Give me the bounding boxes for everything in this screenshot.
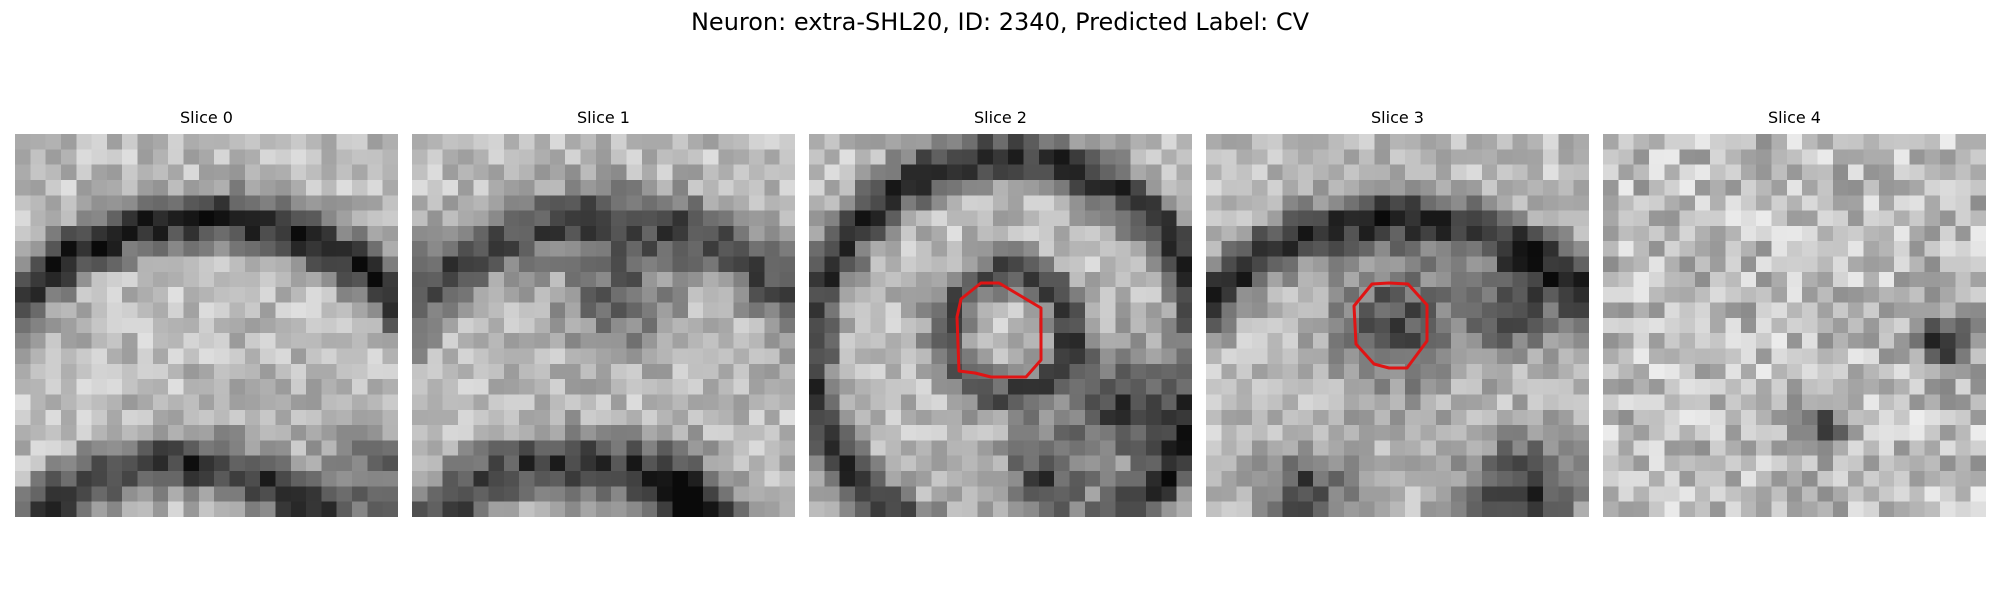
- slice-canvas-3: [1206, 134, 1589, 517]
- slice-image-2: [809, 134, 1192, 517]
- slice-panel-4: Slice 4: [1603, 108, 1986, 517]
- slice-title-1: Slice 1: [577, 108, 630, 127]
- slice-image-3: [1206, 134, 1589, 517]
- segmentation-contour: [1352, 281, 1429, 370]
- slice-image-0: [15, 134, 398, 517]
- figure-title: Neuron: extra-SHL20, ID: 2340, Predicted…: [690, 8, 1310, 36]
- slice-title-3: Slice 3: [1371, 108, 1424, 127]
- slice-image-4: [1603, 134, 1986, 517]
- slice-panel-2: Slice 2: [809, 108, 1192, 517]
- slice-panel-1: Slice 1: [412, 108, 795, 517]
- slice-image-1: [412, 134, 795, 517]
- slice-title-2: Slice 2: [974, 108, 1027, 127]
- slice-canvas-1: [412, 134, 795, 517]
- segmentation-contour: [955, 281, 1043, 379]
- slice-canvas-0: [15, 134, 398, 517]
- contour-overlay-3: [1352, 281, 1429, 370]
- contour-overlay-2: [955, 281, 1043, 379]
- slice-panel-0: Slice 0: [15, 108, 398, 517]
- slice-canvas-4: [1603, 134, 1986, 517]
- slice-title-4: Slice 4: [1768, 108, 1821, 127]
- slice-title-0: Slice 0: [180, 108, 233, 127]
- slice-panel-3: Slice 3: [1206, 108, 1589, 517]
- slice-canvas-2: [809, 134, 1192, 517]
